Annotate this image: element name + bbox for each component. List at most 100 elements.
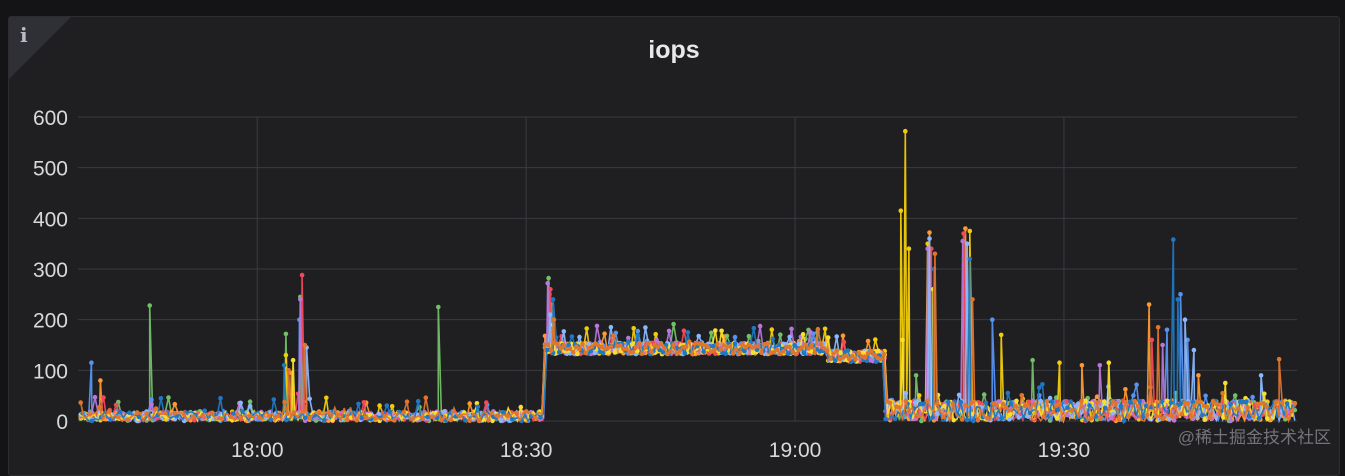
data-point [136,414,142,420]
data-point [1236,406,1241,411]
data-point [1003,405,1009,410]
data-point [690,351,695,357]
data-point [873,337,878,342]
data-point [956,392,962,398]
info-corner[interactable] [9,17,71,79]
info-icon[interactable]: i [20,23,28,47]
data-point [643,325,648,330]
data-point [302,342,308,348]
data-point [654,337,659,343]
data-point [89,418,95,424]
data-point [98,378,103,383]
data-point [423,395,429,401]
data-point [930,415,935,420]
data-point [92,394,98,400]
data-point [586,341,592,347]
data-point [577,346,582,352]
data-point [1203,393,1208,399]
data-point [321,418,327,423]
series-4 [78,226,1298,424]
data-point [384,403,390,408]
data-point [1118,403,1124,409]
y-tick-label: 0 [56,411,68,434]
chart-title: iops [648,36,700,64]
data-point [719,328,724,334]
data-point [633,345,639,350]
data-point [1145,412,1150,418]
data-point [872,352,877,358]
data-point [1047,395,1053,401]
data-point [307,415,313,421]
data-point [1000,401,1006,407]
data-point [1057,360,1062,366]
data-point [1191,347,1197,353]
data-point [646,341,651,346]
data-point [732,341,738,347]
data-point [78,400,83,405]
data-point [548,312,553,317]
data-point [439,418,444,423]
chart-plot: 0 100 200 300 400 500 600 18:00 18:30 19:00 19:30 [33,107,1298,462]
data-point [1040,382,1045,387]
data-point [787,334,792,340]
data-point [815,326,821,332]
data-point [999,415,1004,421]
data-point [1250,394,1255,400]
chart-panel: i iops [8,16,1340,476]
data-point [569,334,575,339]
data-point [892,416,898,422]
data-point [831,351,836,356]
data-point [523,409,529,414]
data-point [873,359,879,365]
data-point [845,348,851,353]
data-point [1065,405,1070,411]
data-point [392,418,397,423]
data-point [1079,399,1084,404]
data-point [1261,401,1266,406]
y-tick-label: 300 [33,259,68,282]
data-point [1106,360,1112,366]
data-point [1179,411,1185,417]
data-point [960,238,965,244]
data-point [1132,398,1138,404]
data-point [1146,302,1152,307]
data-point [934,411,940,417]
data-point [561,329,567,334]
data-point [387,409,393,415]
data-point [740,342,745,347]
y-tick-label: 500 [33,158,68,181]
data-point [843,353,849,359]
data-point [696,333,701,339]
data-point [1143,403,1149,409]
data-point [793,351,799,357]
data-point [218,395,223,401]
series-7 [78,236,1296,424]
data-point [903,128,908,134]
data-point [799,345,805,350]
data-point [951,417,956,423]
y-tick-label: 100 [33,360,68,383]
data-point [666,328,672,334]
data-point [373,416,378,421]
data-point [746,333,752,339]
data-point [881,352,887,357]
y-tick-label: 600 [33,107,68,130]
data-point [291,410,297,415]
data-point [878,357,883,362]
data-point [655,344,661,350]
data-point [191,414,196,420]
data-point [1131,393,1136,398]
data-point [127,410,132,416]
data-point [680,344,686,350]
data-point [561,343,567,348]
data-point [757,323,763,329]
data-point [389,404,395,409]
data-point [420,416,425,421]
watermark-text: @稀土掘金技术社区 [1177,428,1331,447]
data-point [575,351,580,357]
data-point [1220,390,1225,396]
data-point [683,344,689,350]
data-point [1102,405,1108,411]
data-point [985,415,990,421]
data-point [834,348,839,354]
